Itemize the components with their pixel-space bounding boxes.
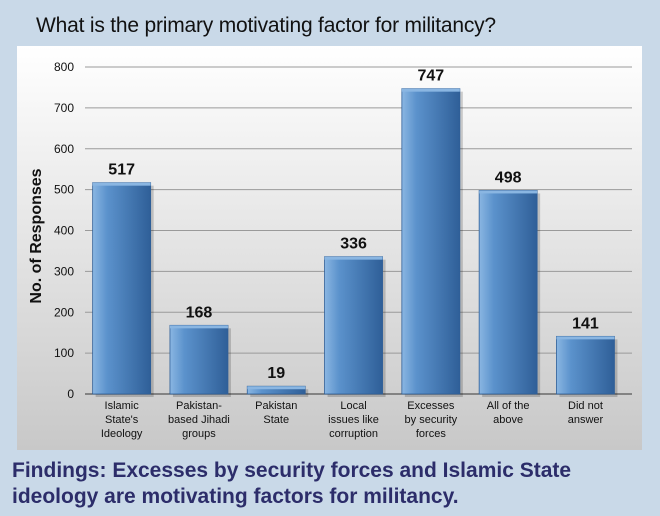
- x-tick-label-line: corruption: [329, 428, 378, 440]
- data-label: 517: [108, 162, 135, 179]
- data-label: 19: [267, 365, 285, 382]
- x-tick-label-line: Local: [340, 400, 366, 412]
- x-tick-label-line: based Jihadi: [168, 414, 230, 426]
- y-tick-label: 600: [54, 142, 74, 156]
- bar: [478, 190, 538, 395]
- data-label: 498: [495, 169, 522, 186]
- x-tick-labels: Islamic State's Ideology Pakistan-based Jih…: [101, 400, 604, 440]
- bar-top-highlight: [324, 256, 383, 260]
- y-tick-label: 300: [54, 264, 74, 278]
- x-tick-label: Local issues like corruption: [328, 400, 379, 440]
- y-tick-label: 100: [54, 346, 74, 360]
- y-tick-label: 400: [54, 224, 74, 238]
- data-label: 336: [340, 236, 367, 253]
- x-tick-label-line: Did not: [568, 400, 603, 412]
- y-tick-label: 500: [54, 183, 74, 197]
- y-tick-label: 200: [54, 305, 74, 319]
- x-tick-label-line: Ideology: [101, 428, 143, 440]
- x-tick-label: Islamic State's Ideology: [101, 400, 143, 440]
- chart-title: What is the primary motivating factor fo…: [36, 14, 496, 37]
- bar: [92, 182, 152, 395]
- x-tick-label-line: Islamic: [105, 400, 140, 412]
- x-tick-label: Pakistan-based Jihadi groups: [168, 400, 230, 440]
- x-tick-label-line: above: [493, 414, 523, 426]
- x-tick-label-line: forces: [416, 428, 446, 440]
- bar-top-highlight: [479, 190, 538, 194]
- x-tick-label: Excesses by security forces: [405, 400, 458, 440]
- x-tick-label-line: State's: [105, 414, 139, 426]
- y-tick-labels: 0 100 200 300 400 500 600 700 800: [54, 60, 74, 401]
- x-tick-label: All of the above: [487, 400, 530, 426]
- y-tick-label: 0: [67, 387, 74, 401]
- bar-top-highlight: [169, 325, 228, 329]
- bar: [324, 256, 383, 395]
- bar-top-highlight: [401, 88, 460, 92]
- bar-top-highlight: [92, 182, 151, 186]
- data-labels: 517 168 19 336 747 498 141: [108, 68, 599, 383]
- bar-top-highlight: [556, 336, 615, 340]
- bar-top-highlight: [247, 386, 306, 390]
- x-tick-label-line: Pakistan-: [176, 400, 222, 412]
- x-tick-label-line: answer: [568, 414, 604, 426]
- bar: [556, 335, 615, 395]
- findings-caption: Findings: Excesses by security forces an…: [12, 459, 572, 508]
- y-tick-label: 700: [54, 101, 74, 115]
- x-tick-label-line: All of the: [487, 400, 530, 412]
- x-tick-label-line: groups: [182, 428, 216, 440]
- x-tick-label-line: Excesses: [407, 400, 455, 412]
- y-tick-label: 800: [54, 60, 74, 74]
- x-tick-label-line: issues like: [328, 414, 379, 426]
- bar: [169, 324, 229, 395]
- x-tick-label-line: Pakistan: [255, 400, 297, 412]
- bars: [92, 88, 618, 397]
- data-label: 747: [417, 68, 444, 85]
- x-tick-label-line: State: [263, 414, 289, 426]
- x-tick-label: Did not answer: [568, 400, 604, 426]
- x-tick-label-line: by security: [405, 414, 458, 426]
- data-label: 168: [186, 304, 213, 321]
- bar: [401, 88, 461, 395]
- data-label: 141: [572, 315, 599, 332]
- y-axis-label: No. of Responses: [28, 168, 45, 303]
- x-tick-label: Pakistan State: [255, 400, 297, 426]
